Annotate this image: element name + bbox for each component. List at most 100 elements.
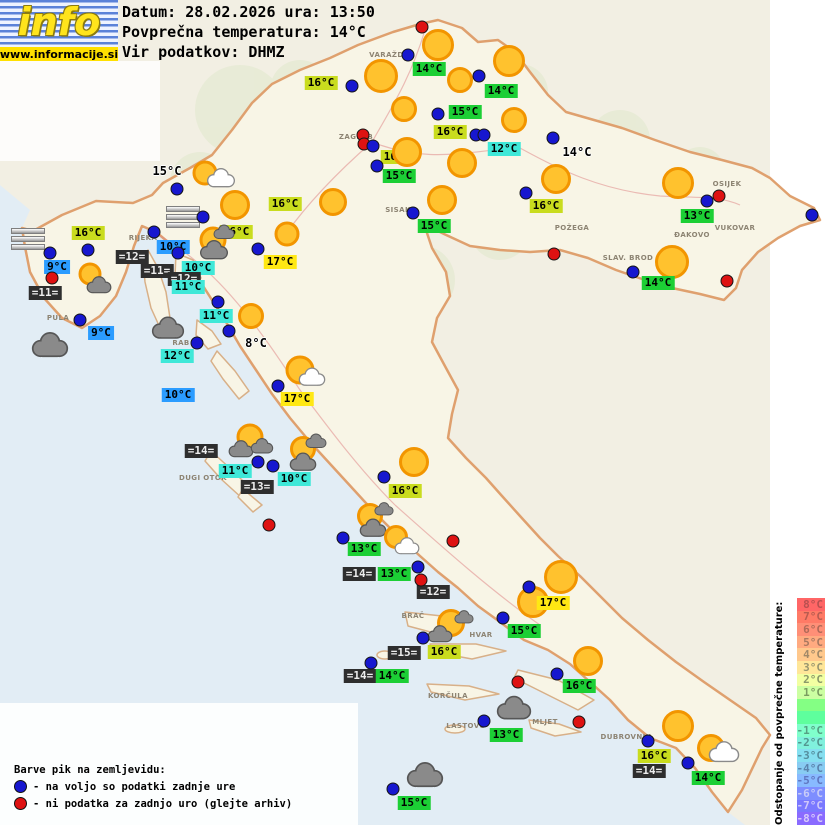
temp-scale-band: 1°C [797, 686, 825, 699]
station-dot-blue [222, 324, 236, 338]
station-dot-blue [170, 182, 184, 196]
temp-badge: 17°C [263, 255, 297, 269]
temp-badge: 16°C [529, 199, 563, 213]
station-dot-blue [147, 225, 161, 239]
dark-cloud-icon [406, 762, 444, 788]
logo-stripes: info [0, 0, 118, 47]
temp-badge: 15°C [152, 164, 182, 178]
station-dot-blue [190, 336, 204, 350]
station-dot-blue [73, 313, 87, 327]
place-label: VUKOVAR [714, 224, 756, 232]
temp-badge: 14°C [412, 62, 446, 76]
dark-cloud-icon [213, 224, 235, 240]
station-dot-blue [546, 131, 560, 145]
temp-badge: 15°C [448, 105, 482, 119]
cloud-icon [708, 741, 740, 763]
station-dot-blue [431, 107, 445, 121]
dark-cloud-icon [199, 240, 229, 260]
station-dot-blue [805, 208, 819, 222]
temp-badge: 13°C [377, 567, 411, 581]
station-dot-red [547, 247, 561, 261]
temp-badge: =13= [240, 480, 274, 494]
station-dot-blue [406, 206, 420, 220]
station-dot-blue [364, 656, 378, 670]
legend-title: Barve pik na zemljevidu: [14, 764, 166, 776]
temp-badge: 12°C [160, 349, 194, 363]
temp-badge: 15°C [382, 169, 416, 183]
temp-scale-band: 3°C [797, 661, 825, 674]
station-dot-blue [477, 128, 491, 142]
temp-badge: 16°C [562, 679, 596, 693]
temp-badge: 13°C [347, 542, 381, 556]
place-label: RIJEKA [128, 234, 158, 242]
place-label: DUGI OTOK [179, 474, 227, 482]
station-dot-blue [411, 560, 425, 574]
temp-badge: 9°C [88, 326, 114, 340]
sun-icon [662, 710, 694, 742]
sun-icon [573, 646, 603, 676]
station-dot-blue [681, 756, 695, 770]
temp-badge: 14°C [562, 145, 592, 159]
station-dot-blue [641, 734, 655, 748]
report-header: Datum: 28.02.2026 ura: 13:50 Povprečna t… [122, 2, 375, 62]
station-dot-blue [477, 714, 491, 728]
dark-cloud-icon [31, 332, 69, 358]
place-label: MLJET [532, 718, 558, 726]
sun-icon [541, 164, 571, 194]
temp-badge: 15°C [507, 624, 541, 638]
temp-badge: =11= [140, 264, 174, 278]
temp-badge: 17°C [280, 392, 314, 406]
legend-items: - na voljo so podatki zadnje ure - ni pod… [14, 780, 292, 810]
dark-cloud-icon [86, 276, 112, 294]
place-label: KORČULA [428, 692, 468, 700]
place-label: SISAK [385, 206, 411, 214]
dark-cloud-icon [359, 518, 387, 538]
dark-cloud-icon [454, 610, 474, 624]
temp-badge: 17°C [536, 596, 570, 610]
station-dot-red [511, 675, 525, 689]
dark-cloud-icon [250, 438, 274, 454]
site-logo[interactable]: info www.informacije.si [0, 0, 118, 61]
station-dot-blue [700, 194, 714, 208]
station-dot-red [720, 274, 734, 288]
logo-text: info [17, 0, 101, 44]
station-dot-blue [366, 139, 380, 153]
sun-icon [447, 148, 477, 178]
temp-scale-band: -1°C [796, 723, 825, 737]
legend-item-label: - ni podatka za zadnjo uro (glejte arhiv… [33, 797, 293, 810]
station-dot-blue [81, 243, 95, 257]
temp-scale-band: 8°C [797, 598, 825, 611]
sun-icon [220, 190, 250, 220]
temp-badge: 14°C [691, 771, 725, 785]
temp-badge: 16°C [427, 645, 461, 659]
sun-icon [422, 29, 454, 61]
fog-icon [11, 228, 45, 250]
temp-badge: 16°C [71, 226, 105, 240]
sun-icon [392, 137, 422, 167]
dark-cloud-icon [496, 695, 532, 721]
station-dot-red [45, 271, 59, 285]
temp-badge: 10°C [161, 388, 195, 402]
temp-scale-band: -4°C [796, 761, 825, 775]
dark-cloud-icon [289, 452, 317, 472]
station-dot-blue [336, 531, 350, 545]
legend-item: - na voljo so podatki zadnje ure [14, 780, 292, 793]
cloud-icon [206, 168, 236, 188]
temp-badge: 14°C [641, 276, 675, 290]
legend-item-label: - na voljo so podatki zadnje ure [33, 780, 236, 793]
station-dot-blue [377, 470, 391, 484]
temp-badge: 16°C [304, 76, 338, 90]
sun-icon [319, 188, 347, 216]
temp-badge: =12= [115, 250, 149, 264]
temp-badge: 12°C [487, 142, 521, 156]
logo-url-link[interactable]: www.informacije.si [0, 47, 119, 61]
place-label: OSIJEK [712, 180, 742, 188]
place-label: VARAŽDIN [369, 51, 413, 59]
sun-icon [427, 185, 457, 215]
temp-scale-band: -3°C [796, 748, 825, 762]
fog-icon [166, 206, 200, 228]
report-source: Vir podatkov: DHMZ [122, 43, 285, 61]
station-dot-red [262, 518, 276, 532]
cloud-icon [394, 537, 420, 555]
